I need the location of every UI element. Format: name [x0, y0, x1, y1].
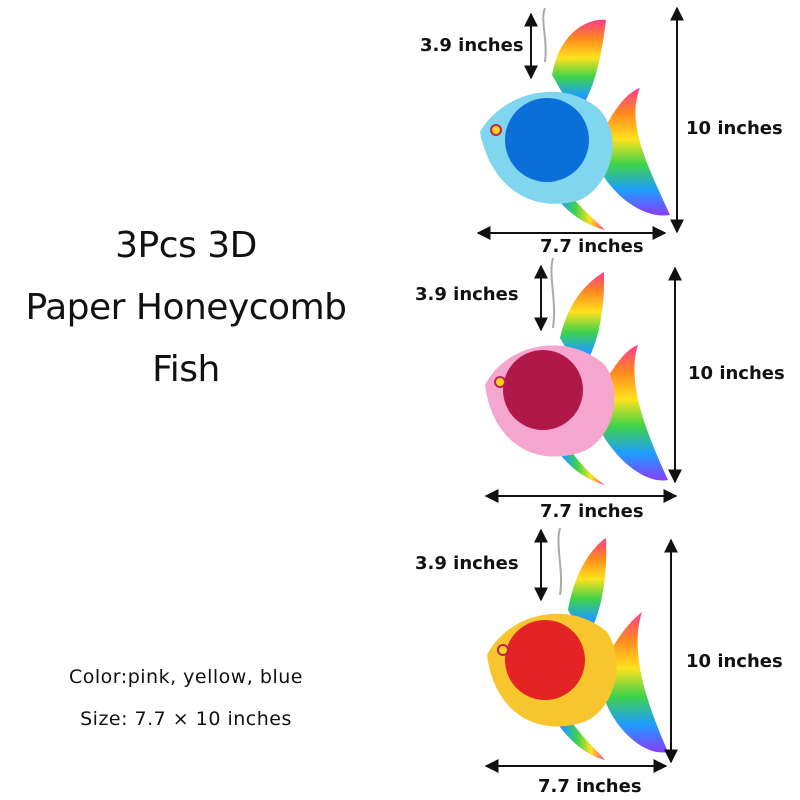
fish-pink-tail-length-label: 3.9 inches [415, 284, 519, 305]
fish-yellow-tail-length-label: 3.9 inches [415, 553, 519, 574]
tail-fin [605, 612, 668, 753]
honeycomb-ball [505, 620, 585, 700]
fish-yellow-width-label: 7.7 inches [538, 776, 642, 797]
top-fin [560, 272, 605, 372]
size-info: Size: 7.7 × 10 inches [80, 708, 292, 730]
honeycomb-ball [505, 98, 589, 182]
hanging-string [550, 257, 556, 329]
fish-pink [484, 257, 682, 503]
fish-pink-width-label: 7.7 inches [540, 501, 644, 522]
title-line-3: Fish [152, 349, 220, 390]
fish-eye [494, 376, 506, 388]
fish-pink-height-label: 10 inches [688, 363, 785, 384]
fish-blue-tail-length-label: 3.9 inches [420, 35, 524, 56]
title-line-2: Paper Honeycomb [25, 287, 348, 328]
title-line-1: 3Pcs 3D [115, 225, 257, 266]
fish-blue [476, 6, 684, 240]
top-fin [552, 19, 606, 116]
hanging-string [542, 7, 547, 63]
color-info: Color:pink, yellow, blue [69, 666, 303, 688]
tail-fin [600, 88, 670, 216]
fish-eye [490, 124, 502, 136]
tail-fin [600, 345, 668, 481]
fish-blue-height-label: 10 inches [686, 118, 783, 139]
fish-blue-width-label: 7.7 inches [540, 236, 644, 257]
fish-eye [497, 644, 509, 656]
fish-yellow [484, 527, 678, 773]
top-fin [568, 538, 607, 640]
hanging-string [557, 527, 563, 596]
fish-yellow-height-label: 10 inches [686, 651, 783, 672]
honeycomb-ball [503, 350, 583, 430]
